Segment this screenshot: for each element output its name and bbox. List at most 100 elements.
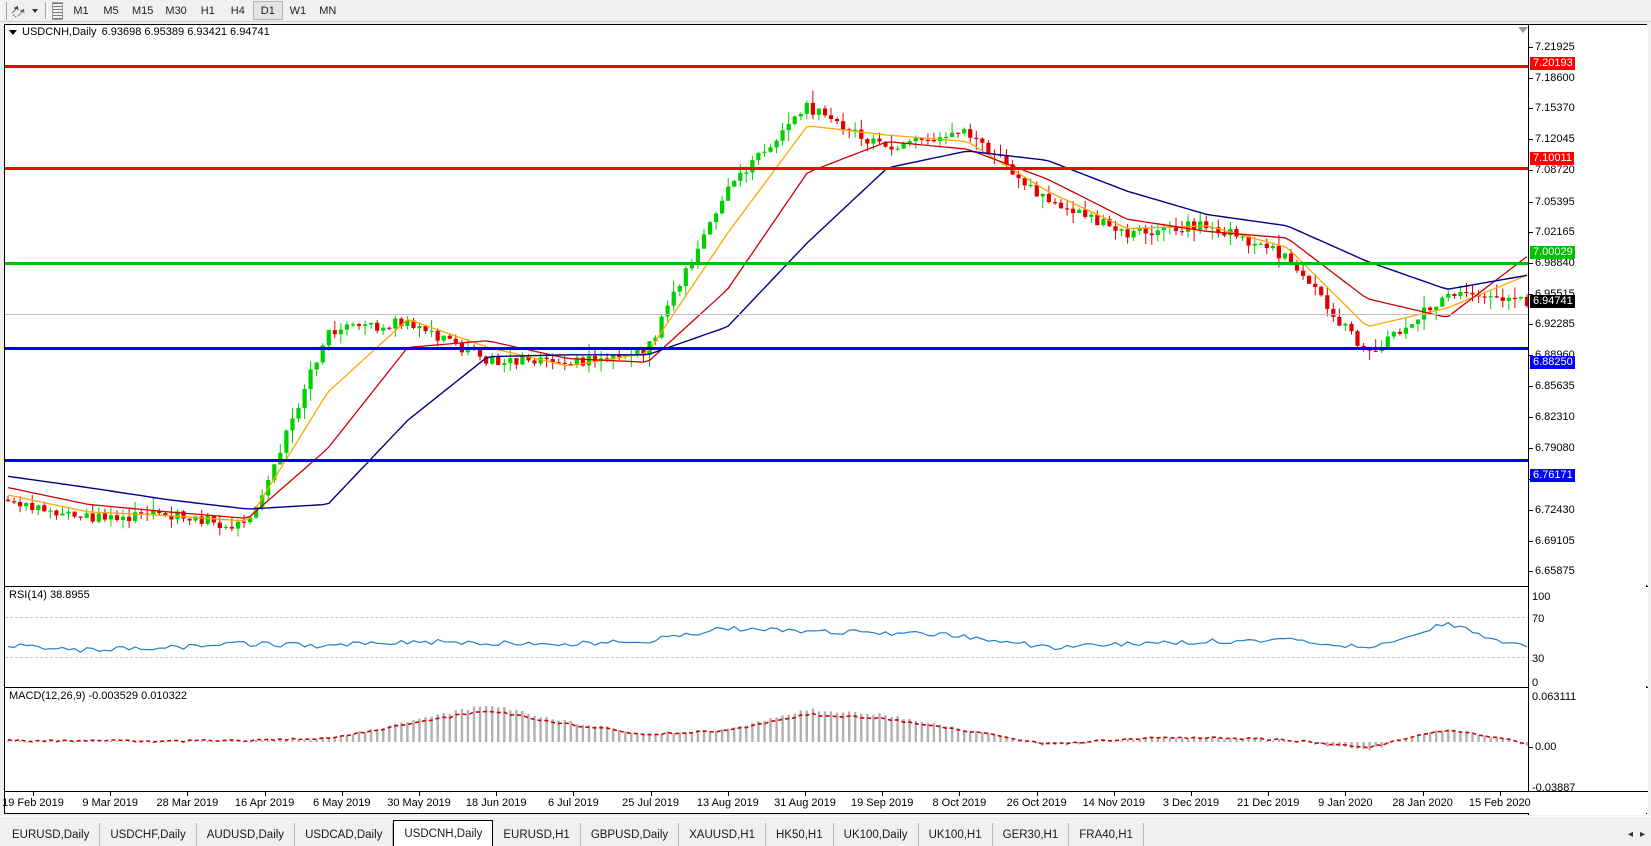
date-scale[interactable]: 19 Feb 2019 9 Mar 2019 28 Mar 2019 16 Apr 2… [2, 791, 1648, 813]
rsi-tick-label: 30 [1532, 653, 1545, 665]
date-tick [1191, 792, 1192, 796]
chart-tab-audusd-daily[interactable]: AUDUSD,Daily [197, 823, 296, 846]
chart-tab-eurusd-h1[interactable]: EURUSD,H1 [493, 823, 581, 846]
date-tick [1268, 792, 1270, 796]
price-pane[interactable] [5, 25, 1648, 585]
macd-tick-label: 0.00 [1535, 741, 1557, 753]
date-tick [573, 792, 575, 796]
price-tick-label: 7.12045 [1535, 133, 1575, 146]
rsi-level-30-gridline [5, 657, 1530, 658]
date-tick-label: 15 Feb 2020 [1468, 797, 1531, 809]
price-tick-label: 7.02165 [1535, 225, 1575, 238]
chart-window: USDCNH,Daily 6.93698 6.95389 6.93421 6.9… [2, 24, 1648, 815]
price-level-tag[interactable]: 7.10011 [1530, 152, 1574, 166]
date-tick [1422, 792, 1424, 796]
chart-tab-fra40-h1[interactable]: FRA40,H1 [1069, 823, 1144, 846]
price-tick-label: 6.72430 [1535, 503, 1575, 516]
date-tick [727, 792, 729, 796]
macd-pane[interactable]: MACD(12,26,9) -0.003529 0.010322 [5, 687, 1648, 792]
price-candlestick-series [5, 90, 1530, 537]
chart-menu-caret-icon[interactable] [9, 29, 17, 35]
timeframe-button-h4[interactable]: H4 [230, 4, 245, 17]
date-tick-label: 31 Aug 2019 [774, 797, 836, 809]
date-tick-label: 19 Sep 2019 [850, 797, 914, 809]
level-line-resistance-2[interactable] [5, 167, 1530, 170]
chart-tab-ger30-h1[interactable]: GER30,H1 [993, 823, 1070, 846]
macd-tick: 0.00 [1529, 741, 1647, 753]
chart-tab-gbpusd-daily[interactable]: GBPUSD,Daily [581, 823, 680, 846]
date-tick [341, 792, 343, 796]
rsi-tick-label: 70 [1532, 613, 1545, 625]
timeframe-button-mn[interactable]: MN [319, 4, 337, 17]
date-tick [650, 792, 652, 796]
date-tick-label: 9 Jan 2020 [1318, 797, 1373, 809]
macd-tick: 0.063111 [1529, 691, 1647, 703]
date-tick-label: 21 Dec 2019 [1236, 797, 1300, 809]
timeframe-grip[interactable] [52, 1, 63, 20]
chart-tab-uk100-daily[interactable]: UK100,Daily [834, 823, 919, 846]
date-tick-label: 28 Jan 2020 [1392, 797, 1453, 809]
level-line-pivot[interactable] [5, 262, 1530, 265]
timeframe-button-m1[interactable]: M1 [73, 4, 89, 17]
date-tick [187, 792, 189, 796]
level-line-support-2[interactable] [5, 459, 1530, 462]
date-tick [959, 792, 961, 796]
price-tick: 6.92285 [1529, 318, 1647, 330]
price-tick-label: 6.92285 [1535, 318, 1575, 331]
date-tick-label: 9 Mar 2019 [82, 797, 139, 809]
level-line-resistance-1[interactable] [5, 65, 1530, 68]
chart-tab-usdcad-daily[interactable]: USDCAD,Daily [295, 823, 394, 846]
date-tick-label: 3 Dec 2019 [1162, 797, 1220, 809]
rsi-pane[interactable]: RSI(14) 38.8955 [5, 586, 1648, 686]
date-tick-label: 8 Oct 2019 [932, 797, 987, 809]
chart-tab-xauusd-h1[interactable]: XAUUSD,H1 [679, 823, 766, 846]
tab-scroll-prev-icon[interactable]: ◂ [1627, 829, 1633, 840]
price-tick-label: 6.82310 [1535, 411, 1575, 424]
timeframe-button-h1[interactable]: H1 [200, 4, 215, 17]
toolbar-grip[interactable] [1, 1, 7, 20]
rsi-tick: 0 [1529, 677, 1647, 689]
price-tick: 6.69105 [1529, 535, 1647, 547]
price-tick-label: 6.98840 [1535, 256, 1575, 269]
level-line-support-1[interactable] [5, 347, 1530, 350]
price-level-tag[interactable]: 6.88250 [1530, 355, 1575, 369]
date-tick [1499, 792, 1501, 796]
price-tick: 6.82310 [1529, 411, 1647, 423]
date-tick-label: 14 Nov 2019 [1082, 797, 1145, 809]
price-tick: 6.85635 [1529, 380, 1647, 392]
rsi-tick: 100 [1529, 591, 1647, 603]
price-tick-label: 7.21925 [1535, 41, 1575, 53]
chart-tab-eurusd-daily[interactable]: EURUSD,Daily [2, 823, 101, 846]
timeframe-button-m5[interactable]: M5 [103, 4, 119, 17]
chart-header: USDCNH,Daily 6.93698 6.95389 6.93421 6.9… [5, 25, 270, 39]
price-tick: 7.05395 [1529, 196, 1647, 208]
price-level-tag[interactable]: 7.00029 [1530, 245, 1575, 259]
price-scale[interactable]: 7.21925 7.18600 7.15370 7.12045 7.08720 7.053… [1528, 25, 1646, 815]
crosshair-tool-icon[interactable] [7, 1, 29, 21]
chart-tab-usdcnh-daily[interactable]: USDCNH,Daily [393, 820, 494, 846]
macd-tick-label: 0.063111 [1532, 691, 1577, 703]
timeframe-strip: M1 M5 M15 M30 H1 H4 D1 W1 MN [66, 1, 343, 21]
chart-tab-usdchf-daily[interactable]: USDCHF,Daily [100, 823, 197, 846]
price-level-tag[interactable]: 6.76171 [1530, 468, 1575, 482]
chart-tab-uk100-h1[interactable]: UK100,H1 [919, 823, 993, 846]
price-level-tag[interactable]: 7.20193 [1530, 57, 1575, 71]
timeframe-button-m30[interactable]: M30 [165, 4, 187, 17]
macd-histogram-series [6, 706, 1529, 751]
timeframe-button-w1[interactable]: W1 [289, 4, 307, 17]
chart-tab-hk50-h1[interactable]: HK50,H1 [766, 823, 834, 846]
crosshair-dropdown-icon[interactable] [29, 1, 41, 21]
chart-ohlc-values: 6.93698 6.95389 6.93421 6.94741 [101, 26, 270, 38]
price-tick: 7.21925 [1529, 41, 1647, 53]
rsi-level-70-gridline [5, 617, 1530, 618]
price-tick: 6.98840 [1529, 257, 1647, 269]
chart-collapse-icon[interactable] [1518, 27, 1528, 33]
price-tick-label: 6.65875 [1535, 565, 1575, 577]
date-tick-label: 16 Apr 2019 [234, 797, 295, 809]
timeframe-button-m15[interactable]: M15 [132, 4, 154, 17]
tab-scroll-next-icon[interactable]: ▸ [1639, 829, 1645, 840]
timeframe-button-d1[interactable]: D1 [252, 1, 283, 20]
price-tick: 7.02165 [1529, 226, 1647, 238]
price-level-tag[interactable]: 6.94741 [1530, 295, 1575, 309]
level-line-current-price [5, 314, 1530, 315]
